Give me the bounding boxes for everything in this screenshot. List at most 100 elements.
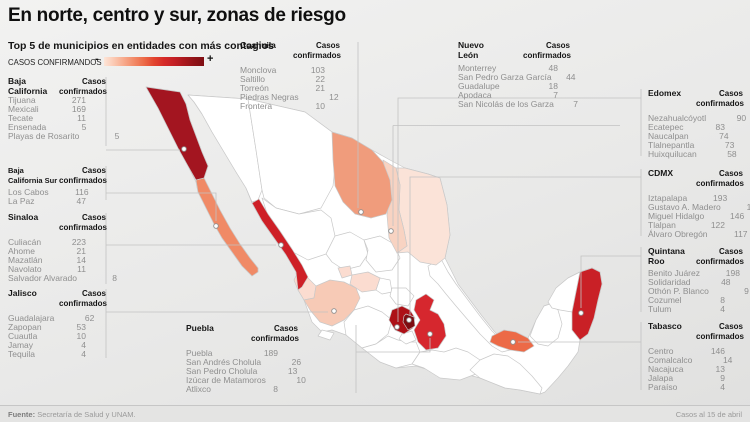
table-row: Solidaridad 48 xyxy=(648,278,743,287)
state-baja-california-sur xyxy=(195,177,259,277)
table-row: Tecate 11 xyxy=(8,114,106,123)
state-chihuahua xyxy=(247,98,337,215)
casos-value: 4 xyxy=(81,349,86,359)
state-coahuila xyxy=(331,131,393,219)
municipio-name: Ahome xyxy=(8,246,35,256)
table-row: Apodaca 7 xyxy=(458,91,570,100)
municipio-name: La Paz xyxy=(8,196,35,206)
state-oaxaca xyxy=(411,347,481,381)
table-entity-name: Tabasco xyxy=(648,321,682,331)
casos-value: 10 xyxy=(76,331,86,341)
table-entity-name: Puebla xyxy=(186,323,214,333)
table-row: Miguel Hidalgo 146 xyxy=(648,211,744,221)
table-row: Cozumel 8 xyxy=(648,296,743,305)
municipio-name: Ensenada xyxy=(8,122,47,132)
table-row: Saltillo 22 xyxy=(240,75,340,84)
table-header: Puebla Casos confirmados xyxy=(186,323,300,343)
table-row: Tlalpan 122 xyxy=(648,221,743,230)
casos-value: 14 xyxy=(722,355,733,365)
footer-bar: Fuente: Secretaría de Salud y UNAM. Caso… xyxy=(0,405,750,422)
table-entity-name: Baja California xyxy=(8,76,48,96)
table-row: Frontera 10 xyxy=(240,102,340,111)
casos-value: 48 xyxy=(548,63,558,73)
municipio-name: Los Cabos xyxy=(8,187,49,197)
state-jalisco xyxy=(303,279,361,327)
table-row: Izúcar de Matamoros 10 xyxy=(186,375,306,385)
table-baja-california-sur: Baja California Sur Casos confirmados Los … xyxy=(8,166,107,206)
casos-value: 117 xyxy=(733,229,748,239)
table-value-header: Casos confirmados xyxy=(696,89,745,108)
source-text: Secretaría de Salud y UNAM. xyxy=(37,409,136,419)
casos-value: 5 xyxy=(81,122,87,132)
state-baja-california xyxy=(145,86,209,181)
callout-dot-jalisco xyxy=(331,308,337,314)
table-header: Edomex Casos confirmados xyxy=(648,88,745,108)
table-entity-name: CDMX xyxy=(648,168,674,178)
casos-value: 4 xyxy=(720,382,725,392)
legend-max-symbol: + xyxy=(207,53,214,65)
municipio-name: Huixquilucan xyxy=(648,149,697,159)
table-header: Baja California Casos confirmados xyxy=(8,76,107,96)
table-header: Quintana Roo Casos confirmados xyxy=(648,246,744,266)
table-entity-name: Nuevo León xyxy=(458,40,484,60)
municipio-name: Comalcalco xyxy=(648,355,693,365)
municipio-name: Ecatepec xyxy=(648,122,684,132)
table-row: Cuautla 10 xyxy=(8,332,106,341)
table-header: Baja California Sur Casos confirmados xyxy=(8,166,107,185)
municipio-name: Monclova xyxy=(240,65,277,75)
municipio-name: Cuautla xyxy=(8,331,38,341)
table-row: Monclova 103 xyxy=(240,66,340,75)
casos-value: 122 xyxy=(710,220,725,230)
table-row: San Andrés Cholula 26 xyxy=(186,358,301,367)
casos-value: 146 xyxy=(710,346,725,356)
casos-value: 26 xyxy=(291,357,302,367)
table-row: Jalapa 9 xyxy=(648,374,743,383)
casos-value: 8 xyxy=(720,295,725,305)
casos-value: 62 xyxy=(84,313,95,323)
callout-dot-sinaloa xyxy=(278,242,284,248)
municipio-name: Benito Juárez xyxy=(648,268,700,278)
municipio-name: Puebla xyxy=(186,348,213,358)
table-entity-name: Sinaloa xyxy=(8,212,39,222)
callout-line-edomex xyxy=(397,97,641,322)
casos-value: 48 xyxy=(721,277,731,287)
municipio-name: Izúcar de Matamoros xyxy=(186,375,266,385)
table-row: Navolato 11 xyxy=(8,265,106,274)
municipio-name: Frontera xyxy=(240,101,273,111)
callout-line-nuevo-leon xyxy=(392,125,620,226)
table-row: Salvador Alvarado 8 xyxy=(8,274,117,283)
casos-value: 271 xyxy=(71,95,86,105)
municipio-name: Centro xyxy=(648,346,674,356)
municipio-name: Tijuana xyxy=(8,95,36,105)
municipio-name: Jalapa xyxy=(648,373,674,383)
callout-dot-baja-california-sur xyxy=(213,223,219,229)
casos-value: 223 xyxy=(71,237,86,247)
casos-value: 10 xyxy=(296,375,306,385)
casos-value: 198 xyxy=(725,268,740,278)
casos-value: 9 xyxy=(744,286,749,296)
municipio-name: Othón P. Blanco xyxy=(648,286,709,296)
municipio-name: Miguel Hidalgo xyxy=(648,211,705,221)
casos-value: 13 xyxy=(287,366,298,376)
callout-line-cdmx xyxy=(409,176,641,315)
table-row: Paraíso 4 xyxy=(648,383,743,392)
table-row: Piedras Negras 12 xyxy=(240,93,340,102)
municipio-name: Paraíso xyxy=(648,382,678,392)
table-row: Ensenada 5 xyxy=(8,123,106,132)
municipio-name: Álvaro Obregón xyxy=(648,229,708,239)
table-row: Playas de Rosarito 5 xyxy=(8,132,119,141)
casos-value: 58 xyxy=(727,149,737,159)
casos-value: 12 xyxy=(329,92,339,102)
municipio-name: Piedras Negras xyxy=(240,92,299,102)
table-value-header: Casos confirmados xyxy=(251,324,300,343)
municipio-name: Tlalnepantla xyxy=(648,140,695,150)
casos-value: 47 xyxy=(76,196,86,206)
casos-value: 90 xyxy=(736,113,747,123)
municipio-name: Mexicali xyxy=(8,104,39,114)
table-value-header: Casos confirmados xyxy=(696,322,745,341)
municipio-name: Gustavo A. Madero xyxy=(648,202,721,212)
page-title: En norte, centro y sur, zonas de riesgo xyxy=(8,5,346,26)
table-row: Atlixco 8 xyxy=(186,385,298,394)
